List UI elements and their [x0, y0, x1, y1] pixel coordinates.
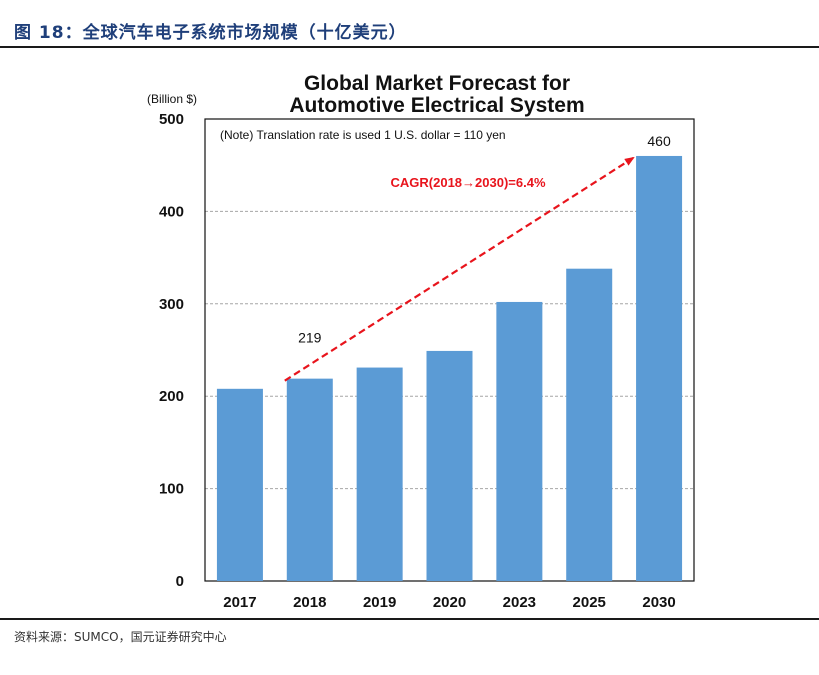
y-axis-unit-label: (Billion $): [147, 92, 197, 106]
x-tick-label: 2030: [642, 594, 675, 611]
x-tick-label: 2019: [363, 594, 396, 611]
x-tick-label: 2023: [503, 594, 536, 611]
x-tick-label: 2017: [223, 594, 256, 611]
footer-divider: [0, 618, 819, 620]
x-tick-label: 2018: [293, 594, 326, 611]
y-tick-label: 400: [159, 203, 184, 220]
bar-2025: [566, 268, 613, 581]
bar-2023: [496, 301, 543, 581]
bar-2020: [426, 350, 473, 581]
data-label: 460: [647, 133, 671, 149]
bar-2018: [286, 378, 333, 581]
y-tick-label: 0: [176, 573, 184, 590]
x-tick-label: 2020: [433, 594, 466, 611]
data-label: 219: [298, 330, 322, 346]
chart-title-line-2: Automotive Electrical System: [289, 94, 584, 117]
bar-2019: [356, 367, 403, 581]
bar-2030: [636, 155, 683, 581]
chart-note: (Note) Translation rate is used 1 U.S. d…: [220, 128, 506, 142]
cagr-label: CAGR(2018→2030)=6.4%: [391, 175, 546, 190]
y-tick-label: 200: [159, 388, 184, 405]
y-tick-label: 100: [159, 481, 184, 498]
x-tick-label: 2025: [573, 594, 606, 611]
figure-title: 图 18：全球汽车电子系统市场规模（十亿美元）: [14, 23, 407, 43]
y-tick-label: 500: [159, 111, 184, 128]
chart-title-line-1: Global Market Forecast for: [304, 72, 570, 95]
figure-source: 资料来源：SUMCO，国元证券研究中心: [14, 630, 227, 644]
figure-header: 图 18：全球汽车电子系统市场规模（十亿美元）: [0, 0, 819, 48]
bar-2017: [216, 388, 263, 581]
cagr-arrow: [284, 156, 635, 382]
y-tick-label: 300: [159, 296, 184, 313]
